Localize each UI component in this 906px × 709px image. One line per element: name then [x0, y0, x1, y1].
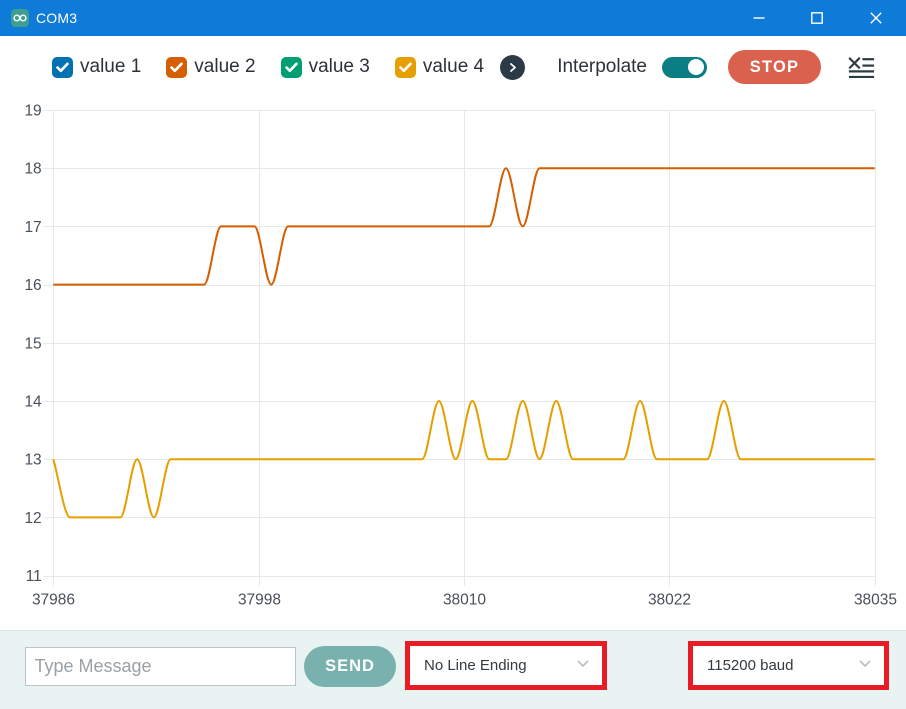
plotter-toolbar: value 1 value 2 value 3 value 4 Interpolate… — [0, 36, 906, 96]
window-title: COM3 — [36, 10, 78, 26]
baud-rate-select[interactable]: 115200 baud — [693, 646, 884, 685]
x-tick-label-38035: 38035 — [854, 592, 897, 609]
checkmark-icon — [170, 61, 184, 72]
y-tick-label-16: 16 — [24, 277, 41, 294]
message-input[interactable] — [25, 647, 296, 686]
chevron-right-icon — [510, 62, 517, 72]
bottom-bar: SEND No Line Ending 115200 baud — [0, 630, 906, 709]
line-ending-select[interactable]: No Line Ending — [410, 646, 602, 685]
y-tick-label-18: 18 — [24, 161, 41, 178]
x-tick-label-38010: 38010 — [443, 592, 486, 609]
checkmark-icon — [56, 61, 69, 72]
checkmark-icon — [284, 61, 298, 72]
y-tick-label-17: 17 — [24, 219, 41, 236]
series-checkbox-3[interactable] — [280, 56, 302, 78]
clear-chart-icon — [848, 56, 875, 78]
chart-area: 11 12 13 14 15 16 17 18 19 37986 37998 38010 38022 38… — [0, 96, 906, 630]
series-checkbox-4[interactable] — [394, 56, 416, 78]
series-label-4: value 4 — [422, 56, 485, 77]
series-label-3: value 3 — [308, 56, 370, 77]
interpolate-label: Interpolate — [557, 56, 647, 77]
minimize-button[interactable] — [737, 0, 781, 36]
checkmark-icon — [399, 61, 412, 72]
legend-item-value-3[interactable]: value 3 — [280, 56, 370, 78]
series-checkbox-2[interactable] — [166, 56, 188, 78]
legend-scroll-button[interactable] — [500, 54, 526, 80]
legend-item-value-2[interactable]: value 2 — [166, 56, 256, 78]
series-label-2: value 2 — [194, 56, 256, 77]
x-tick-label-37986: 37986 — [32, 592, 75, 609]
y-tick-label-14: 14 — [24, 394, 42, 411]
x-tick-label-37998: 37998 — [238, 592, 281, 609]
chevron-down-icon — [859, 660, 871, 667]
stop-button[interactable]: STOP — [728, 50, 821, 84]
series-line-value-2 — [53, 167, 875, 286]
series-line-value-4 — [52, 400, 875, 519]
toolbar-right-group: Interpolate STOP — [557, 50, 875, 84]
interpolate-toggle[interactable] — [662, 56, 707, 78]
x-tick-label-38022: 38022 — [648, 592, 691, 609]
legend-item-value-1[interactable]: value 1 — [52, 56, 141, 78]
y-tick-label-11: 11 — [26, 568, 42, 585]
chevron-down-icon — [577, 660, 589, 667]
line-ending-value: No Line Ending — [424, 657, 527, 674]
series-checkbox-1[interactable] — [52, 56, 73, 78]
toggle-knob — [688, 59, 704, 75]
baud-rate-value: 115200 baud — [707, 657, 794, 674]
y-tick-label-12: 12 — [24, 510, 41, 527]
send-button[interactable]: SEND — [304, 646, 396, 687]
arduino-logo-icon — [11, 9, 29, 27]
legend-item-value-4[interactable]: value 4 — [394, 56, 485, 78]
y-tick-label-19: 19 — [24, 103, 41, 120]
clear-chart-button[interactable] — [848, 56, 875, 78]
series-label-1: value 1 — [80, 56, 142, 77]
maximize-button[interactable] — [795, 0, 839, 36]
title-bar: COM3 — [0, 0, 906, 36]
line-chart: 11 12 13 14 15 16 17 18 19 37986 37998 38010 38022 38… — [24, 103, 897, 609]
series-legend: value 1 value 2 value 3 value 4 — [52, 56, 509, 78]
close-button[interactable] — [854, 0, 898, 36]
y-tick-label-15: 15 — [24, 335, 41, 352]
y-tick-label-13: 13 — [24, 452, 41, 469]
minimize-icon — [753, 17, 765, 19]
close-icon — [870, 12, 882, 24]
maximize-icon — [811, 12, 823, 24]
